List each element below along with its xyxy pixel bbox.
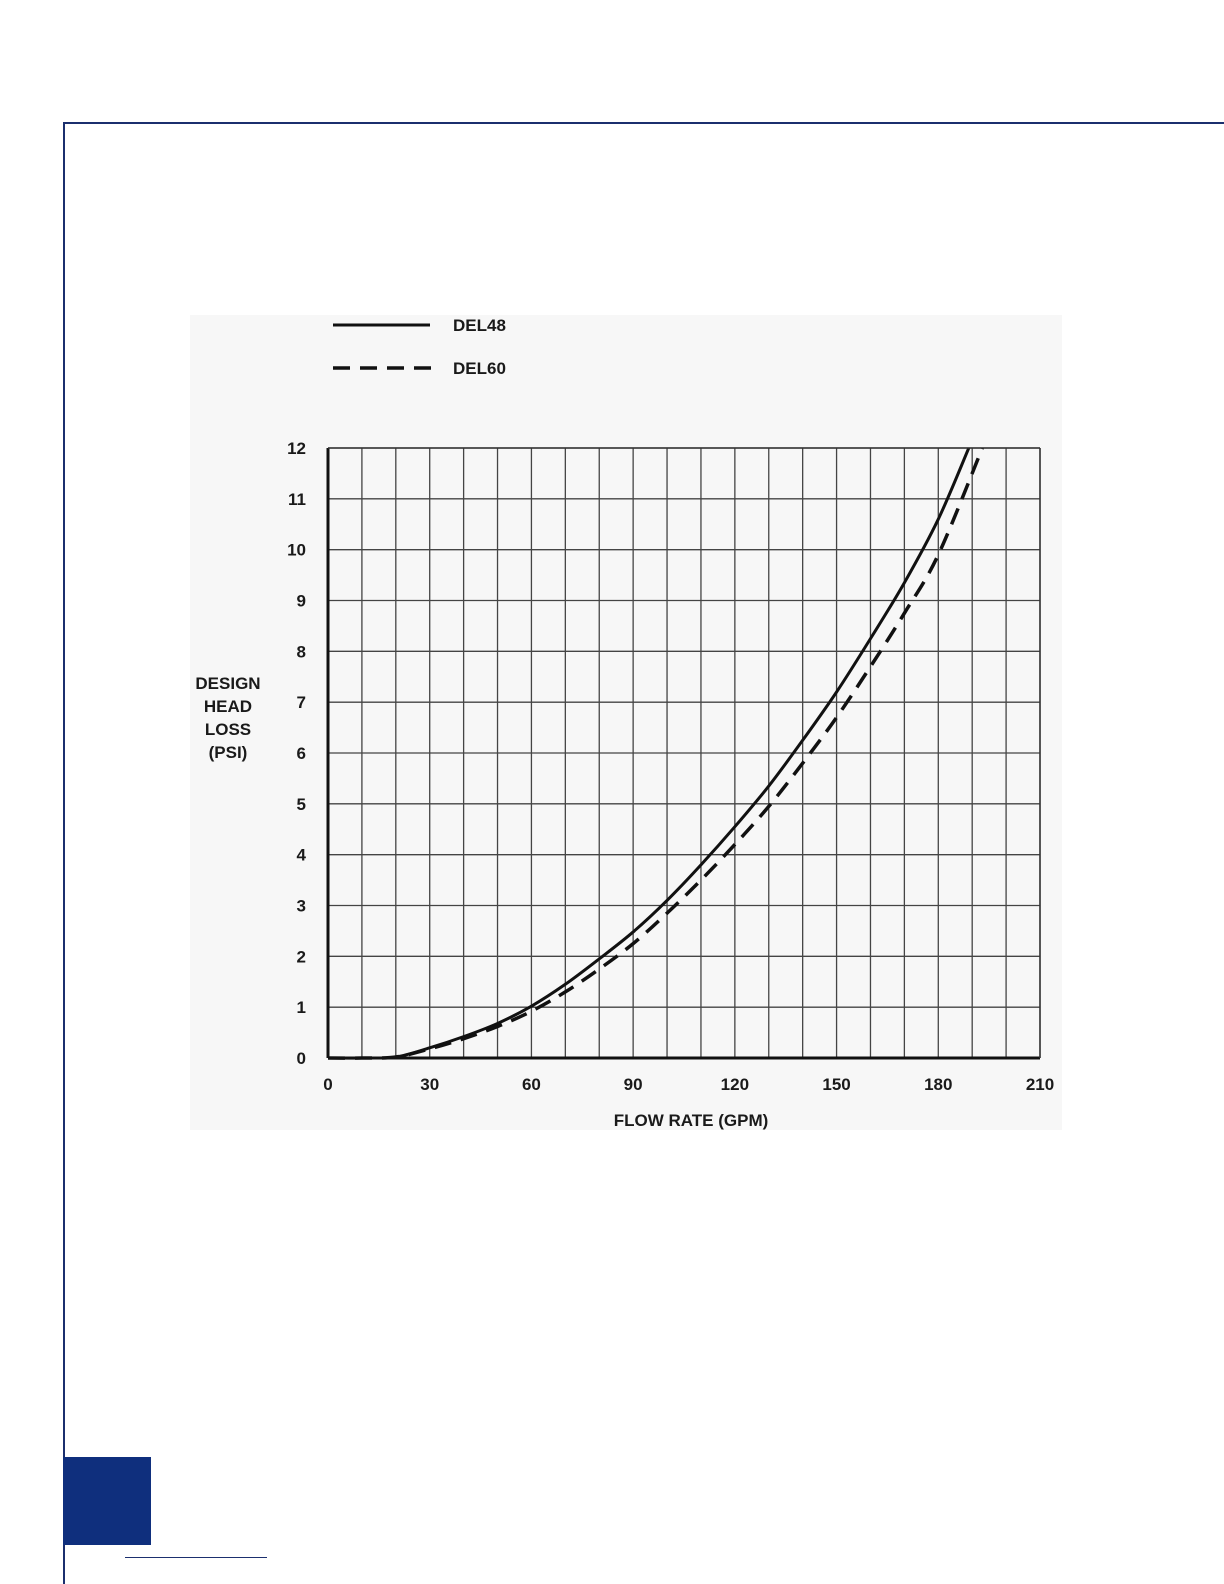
y-tick-label: 12 [287,439,306,458]
page-corner-block [63,1457,151,1545]
legend-label-del60: DEL60 [453,359,506,378]
y-tick-label: 4 [297,846,307,865]
y-axis-label: DESIGN HEAD LOSS (PSI) [168,672,288,764]
y-tick-label: 3 [297,897,306,916]
y-tick-label: 9 [297,592,306,611]
x-tick-label: 150 [822,1075,850,1094]
legend-label-del48: DEL48 [453,316,506,335]
footer-rule [125,1557,267,1558]
y-axis-label-line: HEAD [203,697,253,716]
x-axis-label: FLOW RATE (GPM) [614,1111,769,1130]
page-frame-left-rule [63,122,65,1584]
x-tick-label: 90 [624,1075,643,1094]
chart-axis-frame [326,447,1041,1060]
y-tick-label: 7 [297,693,306,712]
x-tick-label: 180 [924,1075,952,1094]
chart-series [327,447,984,1060]
y-axis-label-line: (PSI) [208,743,248,762]
y-tick-label: 11 [288,490,306,509]
x-tick-label: 0 [323,1075,332,1094]
y-tick-label: 6 [297,744,306,763]
x-tick-label: 30 [420,1075,439,1094]
y-tick-label: 10 [287,541,306,560]
x-tick-labels: 0 30 60 90 120 150 180 210 [323,1075,1054,1094]
series-line-del60 [327,447,984,1060]
y-axis-label-line: DESIGN [195,674,261,693]
x-tick-label: 60 [522,1075,541,1094]
x-tick-label: 120 [721,1075,749,1094]
page-frame-top-rule [63,122,1224,124]
legend: DEL48 DEL60 [333,316,506,378]
y-tick-label: 8 [297,642,306,661]
y-tick-label: 5 [297,795,306,814]
x-tick-label: 210 [1026,1075,1054,1094]
chart-grid [327,447,1041,1059]
y-tick-label: 0 [297,1049,306,1068]
y-tick-label: 2 [297,947,306,966]
y-axis-label-line: LOSS [204,720,252,739]
y-tick-label: 1 [297,998,306,1017]
chart-panel [190,315,1062,1130]
